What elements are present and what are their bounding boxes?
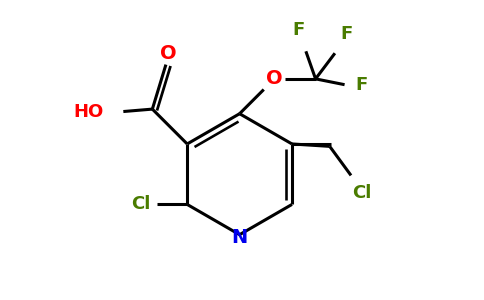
Text: F: F: [292, 22, 305, 40]
Text: O: O: [266, 69, 283, 88]
Text: Cl: Cl: [132, 195, 151, 213]
Text: HO: HO: [74, 103, 104, 121]
Text: Cl: Cl: [352, 184, 372, 202]
Text: N: N: [231, 228, 248, 247]
Text: O: O: [160, 44, 177, 64]
Text: F: F: [340, 25, 352, 43]
Text: F: F: [355, 76, 368, 94]
